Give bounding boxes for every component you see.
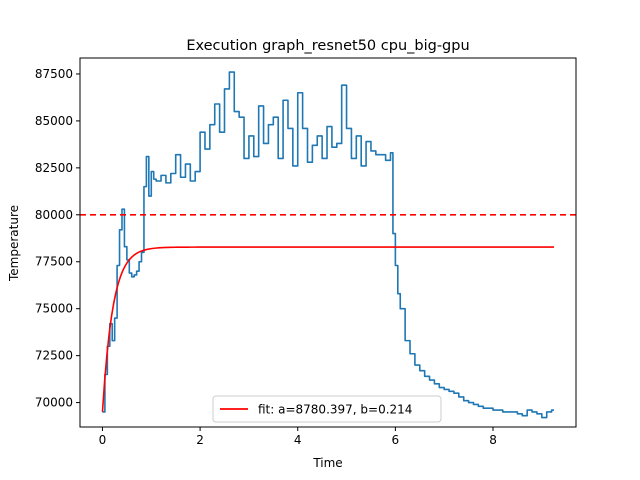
- y-axis-label: Temperature: [7, 205, 21, 282]
- x-tick-label: 6: [392, 433, 400, 447]
- x-axis-label: Time: [312, 456, 342, 470]
- fit-curve-line: [101, 246, 555, 413]
- x-tick-label: 4: [294, 433, 302, 447]
- chart-title: Execution graph_resnet50 cpu_big-gpu: [186, 38, 469, 54]
- y-tick-label: 75000: [35, 302, 73, 316]
- measured-temperature-line: [102, 71, 555, 419]
- y-tick-label: 77500: [35, 255, 73, 269]
- y-tick-label: 80000: [35, 208, 73, 222]
- y-tick-label: 87500: [35, 67, 73, 81]
- plot-series: [80, 71, 576, 419]
- y-tick-label: 72500: [35, 349, 73, 363]
- legend: fit: a=8780.397, b=0.214: [212, 395, 442, 423]
- y-tick-label: 82500: [35, 161, 73, 175]
- legend-fit-label: fit: a=8780.397, b=0.214: [258, 403, 412, 417]
- axis-ticks: 0 2 4 6 8 70000 72500 75000 77500 80000 82500 85000…: [35, 67, 497, 447]
- y-tick-label: 85000: [35, 114, 73, 128]
- plot-area: [80, 71, 576, 419]
- legend-box: [212, 395, 442, 423]
- x-tick-label: 8: [489, 433, 497, 447]
- y-tick-label: 70000: [35, 396, 73, 410]
- plot-frame: [79, 57, 577, 428]
- x-tick-label: 2: [196, 433, 204, 447]
- x-tick-label: 0: [99, 433, 107, 447]
